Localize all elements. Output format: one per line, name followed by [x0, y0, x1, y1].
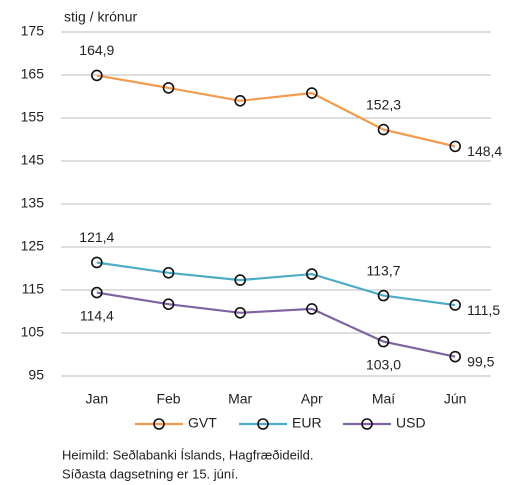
series-line — [96, 74, 456, 148]
y-tick-label: 155 — [21, 109, 45, 125]
data-label: 113,7 — [367, 262, 401, 278]
data-label: 114,4 — [80, 307, 114, 323]
x-tick-label: Apr — [301, 391, 323, 407]
legend-label: USD — [396, 415, 426, 431]
point-marker — [91, 286, 103, 299]
data-label: 148,4 — [467, 143, 502, 159]
x-tick-label: Jún — [444, 391, 467, 407]
point-marker — [91, 69, 103, 82]
point-marker — [449, 299, 461, 311]
point-marker — [162, 82, 175, 94]
y-tick-label: 95 — [28, 367, 44, 383]
legend-label: EUR — [292, 415, 322, 431]
y-tick-label: 175 — [21, 23, 45, 39]
y-tick-label: 145 — [21, 152, 45, 168]
point-marker — [234, 274, 246, 286]
data-label: 111,5 — [467, 302, 500, 318]
data-label: 152,3 — [366, 96, 401, 112]
x-tick-label: Jan — [86, 391, 109, 407]
point-marker — [377, 289, 390, 302]
y-tick-label: 105 — [21, 324, 45, 340]
point-marker — [306, 87, 318, 99]
point-marker — [377, 123, 390, 136]
y-axis-label: stig / krónur — [64, 9, 137, 25]
x-tick-label: Mar — [228, 391, 252, 407]
point-marker — [449, 140, 461, 153]
point-marker — [306, 303, 318, 315]
x-tick-label: Maí — [372, 391, 395, 407]
data-label: 164,9 — [79, 42, 114, 58]
legend-marker — [153, 418, 165, 430]
point-marker — [162, 266, 175, 279]
data-label: 103,0 — [366, 356, 401, 372]
legend-label: GVT — [188, 415, 217, 431]
data-label: 99,5 — [467, 353, 494, 369]
point-marker — [306, 268, 318, 280]
point-marker — [162, 298, 175, 310]
point-marker — [449, 350, 461, 363]
source-note: Heimild: Seðlabanki Íslands, Hagfræðidei… — [62, 447, 313, 462]
y-tick-label: 115 — [22, 281, 45, 297]
point-marker — [91, 256, 103, 269]
y-tick-label: 165 — [21, 66, 45, 82]
date-note: Síðasta dagsetning er 15. júní. — [62, 466, 238, 481]
x-tick-label: Feb — [156, 391, 180, 407]
point-marker — [234, 306, 246, 319]
point-marker — [377, 335, 390, 348]
y-tick-label: 135 — [21, 195, 45, 211]
legend-marker — [361, 418, 373, 430]
point-marker — [234, 95, 246, 107]
data-label: 121,4 — [79, 229, 114, 245]
series-line — [96, 291, 456, 358]
series-line — [96, 261, 456, 307]
y-tick-label: 125 — [21, 238, 45, 254]
legend-marker — [257, 418, 269, 430]
